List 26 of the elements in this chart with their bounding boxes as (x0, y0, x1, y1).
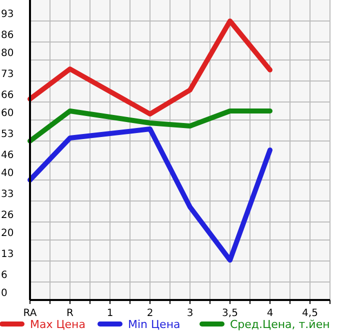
y-tick-label: 33 (1, 189, 14, 200)
x-tick-label: 3,5 (222, 308, 238, 319)
x-tick-label: 4 (266, 308, 274, 319)
x-tick-label: 3 (186, 308, 194, 319)
y-tick-label: 93 (1, 9, 14, 20)
y-tick-label: 66 (1, 90, 14, 101)
y-tick-label: 46 (1, 150, 14, 161)
y-tick-label: 26 (1, 210, 14, 221)
y-tick-label: 86 (1, 30, 14, 41)
legend-label: Max Цена (30, 318, 86, 331)
y-tick-label: 80 (1, 48, 14, 59)
y-tick-label: 73 (1, 69, 14, 80)
x-tick-label: 1 (106, 308, 114, 319)
x-tick-label: RA (23, 308, 37, 319)
y-tick-label: 0 (1, 288, 8, 299)
y-tick-label: 20 (1, 228, 14, 239)
y-tick-label: 13 (1, 249, 14, 260)
x-tick-label: 2 (146, 308, 154, 319)
y-tick-label: 53 (1, 129, 14, 140)
x-tick-label: R (66, 308, 74, 319)
legend-label: Сред.Цена, т.йен (230, 318, 330, 331)
x-tick-label: 4,5 (302, 308, 318, 319)
y-tick-label: 40 (1, 168, 14, 179)
y-tick-label: 6 (1, 270, 8, 281)
legend-label: Min Цена (128, 318, 180, 331)
y-tick-label: 60 (1, 108, 14, 119)
